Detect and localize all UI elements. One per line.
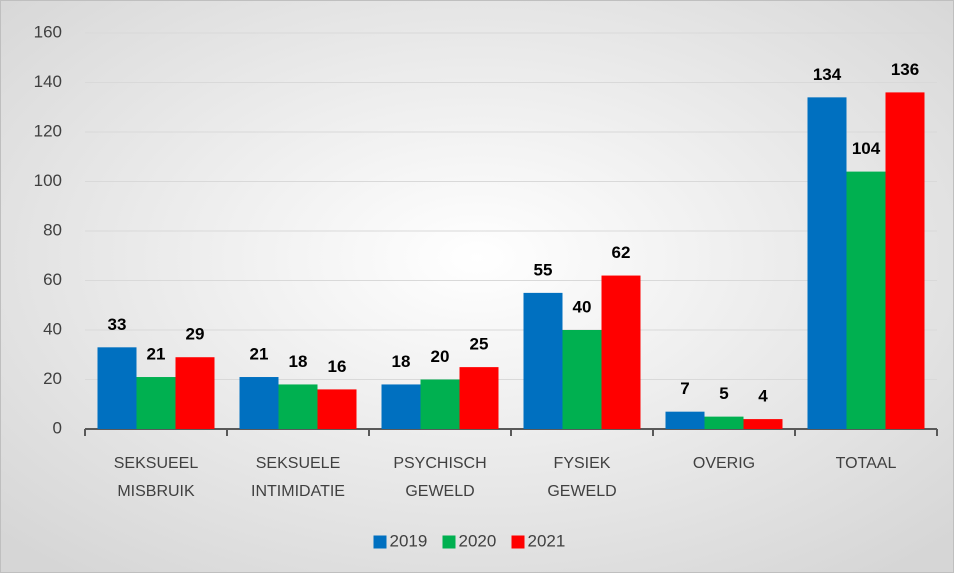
y-tick-label: 60 xyxy=(43,270,62,289)
y-tick-label: 40 xyxy=(43,319,62,338)
y-tick-label: 140 xyxy=(34,72,62,91)
value-label: 40 xyxy=(573,297,592,316)
legend-swatch xyxy=(511,535,525,549)
bar xyxy=(317,389,357,429)
value-label: 21 xyxy=(147,345,166,364)
legend-swatch xyxy=(373,535,387,549)
legend-swatch xyxy=(442,535,456,549)
value-label: 5 xyxy=(719,384,728,403)
x-tick-label: OVERIG xyxy=(693,455,755,472)
y-tick-label: 0 xyxy=(53,418,62,437)
bar xyxy=(846,171,886,429)
value-label: 33 xyxy=(108,315,127,334)
value-label: 7 xyxy=(680,379,689,398)
bar xyxy=(420,379,460,429)
bar xyxy=(665,411,705,429)
value-label: 136 xyxy=(891,60,919,79)
legend-label: 2021 xyxy=(528,531,566,550)
value-label: 62 xyxy=(612,243,631,262)
value-label: 20 xyxy=(431,347,450,366)
value-label: 18 xyxy=(392,352,411,371)
x-tick-label: SEKSUELE INTIMIDATIE xyxy=(251,455,345,500)
x-tick-label: TOTAAL xyxy=(836,455,897,472)
bar xyxy=(562,330,602,429)
bar xyxy=(381,384,421,429)
legend-label: 2019 xyxy=(390,531,428,550)
bar xyxy=(743,419,783,429)
y-tick-label: 80 xyxy=(43,220,62,239)
x-tick-label: PSYCHISCH GEWELD xyxy=(393,455,486,500)
y-tick-label: 100 xyxy=(34,171,62,190)
bar xyxy=(885,92,925,430)
bar xyxy=(278,384,318,429)
bar xyxy=(601,275,641,429)
value-label: 21 xyxy=(250,345,269,364)
bar xyxy=(704,416,744,429)
bar xyxy=(175,357,215,429)
bar xyxy=(239,377,279,429)
legend-label: 2020 xyxy=(459,531,497,550)
x-tick-label: SEKSUEEL MISBRUIK xyxy=(114,455,199,500)
value-label: 134 xyxy=(813,65,842,84)
bar xyxy=(459,367,499,429)
value-label: 4 xyxy=(758,387,768,406)
value-label: 104 xyxy=(852,139,881,158)
value-label: 55 xyxy=(534,260,553,279)
y-tick-label: 160 xyxy=(34,22,62,41)
bar xyxy=(523,292,563,429)
y-tick-label: 120 xyxy=(34,121,62,140)
bar xyxy=(136,377,176,429)
bar xyxy=(807,97,847,429)
value-label: 18 xyxy=(289,352,308,371)
value-label: 25 xyxy=(470,335,489,354)
bar xyxy=(97,347,137,429)
value-label: 16 xyxy=(328,357,347,376)
value-label: 29 xyxy=(186,325,205,344)
x-tick-label: FYSIEK GEWELD xyxy=(547,455,616,500)
y-tick-label: 20 xyxy=(43,369,62,388)
